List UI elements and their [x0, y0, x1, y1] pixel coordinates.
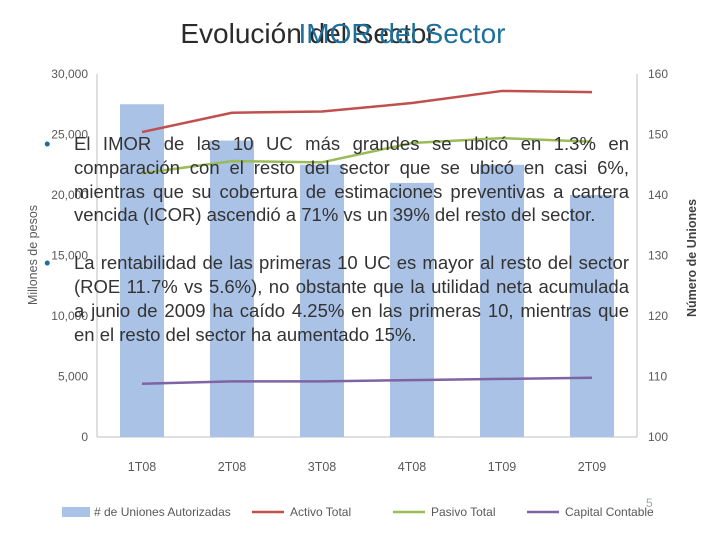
slide-title: Evolución del Sector IMOR del Sector	[0, 14, 720, 54]
x-tick-label: 2T08	[218, 460, 247, 474]
legend-activo-label: Activo Total	[290, 505, 351, 519]
bar-uniones-3T08	[300, 164, 344, 437]
title-text-imor: IMOR del Sector	[298, 18, 506, 49]
bar-uniones-2T08	[210, 140, 254, 438]
bar-uniones-1T08	[120, 104, 164, 437]
x-tick-label: 1T09	[488, 460, 517, 474]
bar-uniones-2T09	[570, 195, 614, 437]
y-tick-label: 0	[81, 430, 88, 444]
x-tick-label: 3T08	[308, 460, 337, 474]
y2-tick-label: 140	[648, 188, 668, 202]
bullet-item-imor: • El IMOR de las 10 UC más grandes se ub…	[44, 132, 629, 227]
y-tick-label: 30,000	[51, 67, 88, 81]
bullet-list: • El IMOR de las 10 UC más grandes se ub…	[44, 132, 629, 370]
y2-tick-label: 130	[648, 249, 668, 263]
bullet-item-rentabilidad: • La rentabilidad de las primeras 10 UC …	[44, 251, 629, 346]
y2-tick-label: 150	[648, 128, 668, 142]
bullet-text-imor: El IMOR de las 10 UC más grandes se ubic…	[74, 133, 629, 226]
y-axis-label: Millones de pesos	[26, 205, 40, 305]
y2-tick-label: 160	[648, 67, 668, 81]
x-tick-label: 1T08	[128, 460, 157, 474]
bullet-text-rentabilidad: La rentabilidad de las primeras 10 UC es…	[74, 252, 629, 345]
y-tick-label: 15,000	[51, 249, 88, 263]
legend-pasivo-label: Pasivo Total	[431, 505, 495, 519]
slide-number: 5	[646, 496, 653, 510]
line-activo-total	[141, 89, 593, 134]
legend-uniones-label: # de Uniones Autorizadas	[94, 505, 231, 519]
legend-uniones-swatch	[62, 507, 90, 517]
y-tick-label: 10,000	[51, 309, 88, 323]
bullet-marker: •	[44, 252, 51, 274]
x-tick-label: 4T08	[398, 460, 427, 474]
y2-axis-label: Número de Uniones	[685, 199, 699, 317]
legend-capital-label: Capital Contable	[565, 505, 654, 519]
title-text-evolucion: Evolución del Sector	[180, 18, 436, 49]
bullet-marker: •	[44, 133, 51, 154]
y2-tick-label: 120	[648, 309, 668, 323]
y2-tick-label: 100	[648, 430, 668, 444]
line-capital-contable	[141, 376, 593, 386]
x-tick-label: 2T09	[578, 460, 607, 474]
y2-tick-label: 110	[648, 370, 667, 384]
y-tick-label: 20,000	[51, 188, 88, 202]
bar-uniones-1T09	[480, 164, 524, 437]
y-tick-label: 5,000	[58, 370, 88, 384]
y-tick-label: 25,000	[51, 128, 88, 142]
line-pasivo-total	[141, 136, 593, 175]
bar-uniones-4T08	[390, 182, 434, 437]
